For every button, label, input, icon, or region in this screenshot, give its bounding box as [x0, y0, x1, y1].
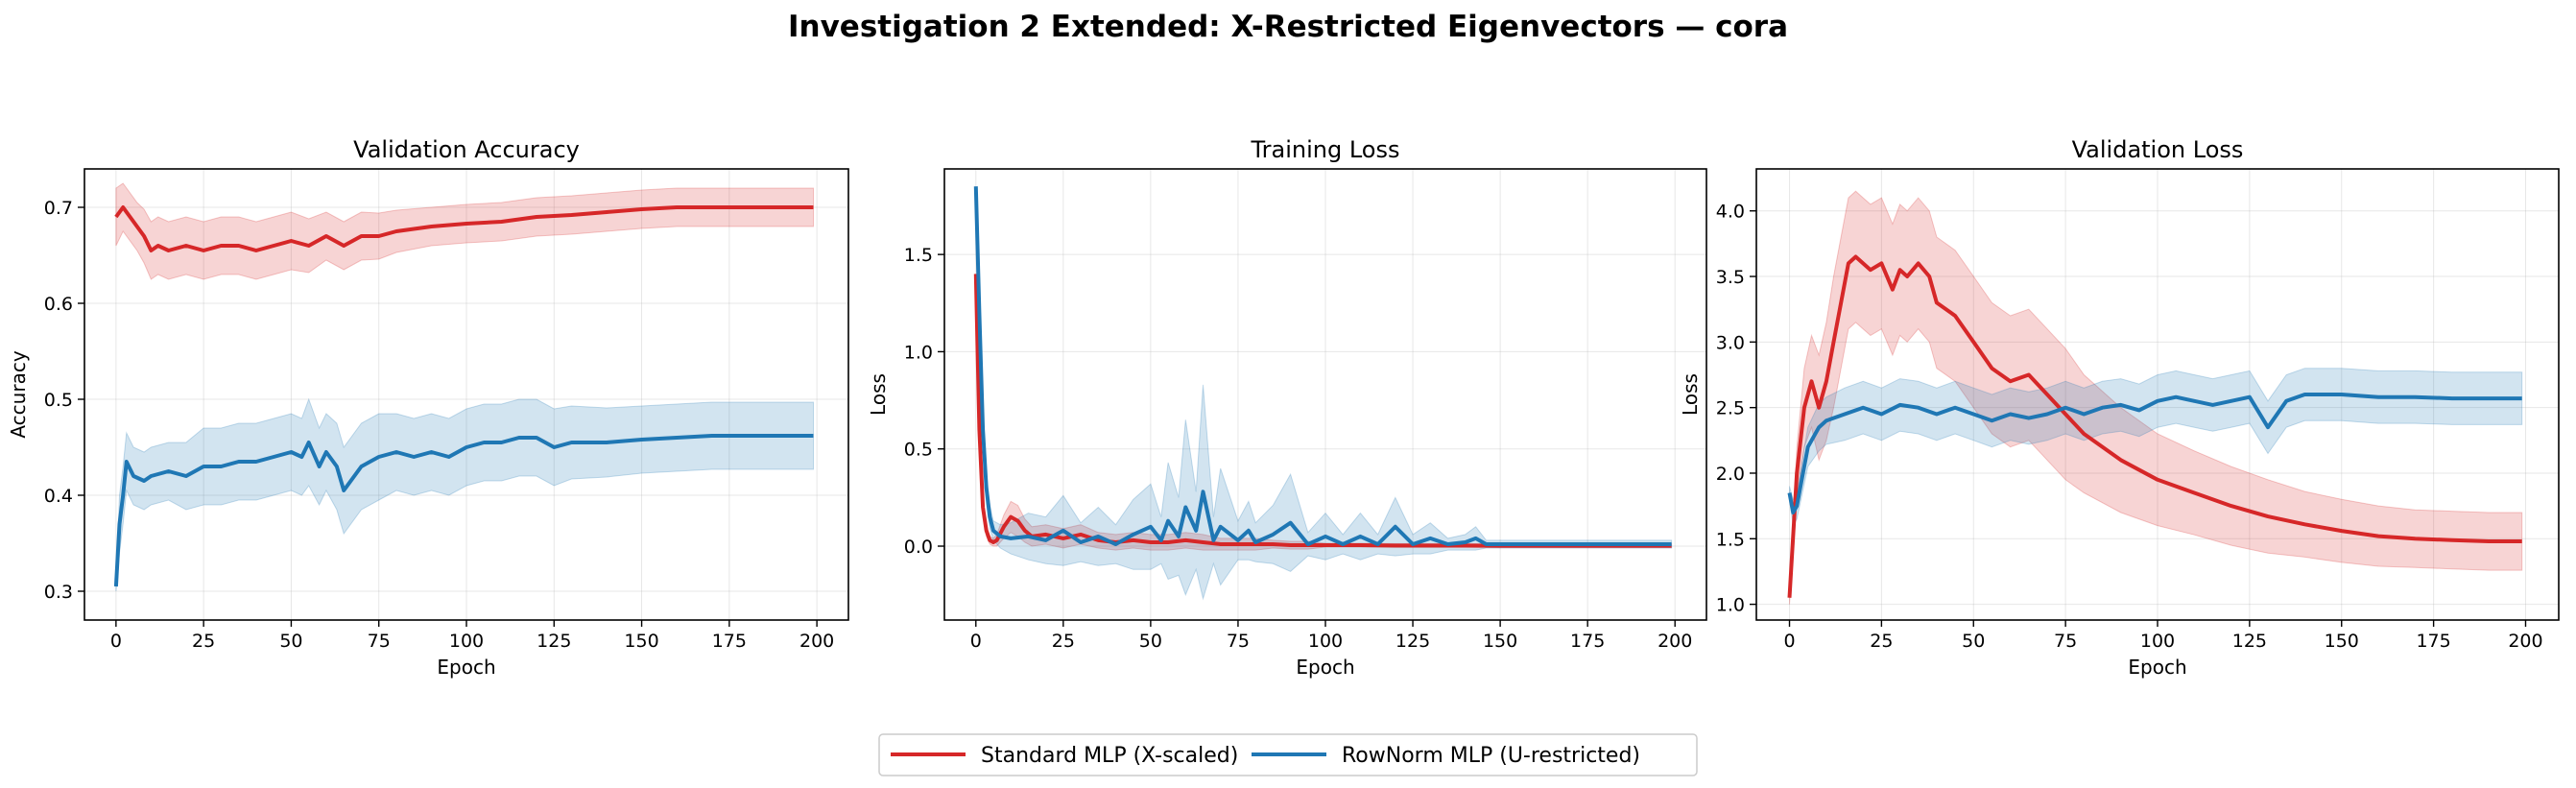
x-tick-label: 100 — [2140, 631, 2175, 652]
y-tick-label: 0.6 — [44, 294, 73, 315]
y-tick-label: 0.5 — [904, 440, 933, 461]
x-tick-label: 100 — [449, 631, 484, 652]
y-tick-label: 2.5 — [1716, 398, 1745, 419]
x-tick-label: 125 — [1395, 631, 1430, 652]
y-tick-label: 0.7 — [44, 198, 73, 219]
x-axis-label: Epoch — [2128, 656, 2186, 679]
y-tick-label: 3.5 — [1716, 267, 1745, 288]
x-tick-label: 125 — [2232, 631, 2267, 652]
x-tick-label: 50 — [1962, 631, 1985, 652]
x-tick-label: 150 — [1483, 631, 1517, 652]
y-tick-label: 4.0 — [1716, 202, 1745, 223]
y-tick-label: 3.0 — [1716, 332, 1745, 353]
legend: Standard MLP (X-scaled) RowNorm MLP (U-r… — [878, 733, 1698, 776]
y-axis-label: Loss — [1679, 373, 1702, 416]
y-axis-label: Loss — [867, 373, 890, 416]
chart-title: Training Loss — [1251, 136, 1400, 163]
x-axis-label: Epoch — [1296, 656, 1354, 679]
chart-panel-3: 0 25 50 75 100 125 150 175 200 1.0 1.5 2.0 2.5 3.0 3.5… — [1679, 136, 2560, 679]
x-tick-label: 25 — [1870, 631, 1893, 652]
y-tick-label: 0.0 — [904, 537, 933, 558]
legend-label-rownorm: RowNorm MLP (U-restricted) — [1342, 744, 1640, 768]
series-line-1 — [973, 274, 1672, 548]
x-tick-label: 125 — [537, 631, 571, 652]
series-line-1 — [1787, 254, 2522, 598]
x-tick-label: 50 — [279, 631, 302, 652]
y-tick-label: 1.5 — [904, 245, 933, 266]
x-tick-label: 75 — [2054, 631, 2077, 652]
y-tick-label: 0.3 — [44, 582, 73, 603]
x-tick-label: 200 — [799, 631, 834, 652]
y-tick-label: 1.0 — [904, 342, 933, 363]
series-band-2 — [1789, 368, 2523, 528]
chart-title: Validation Loss — [2072, 136, 2244, 163]
x-tick-label: 175 — [2416, 631, 2450, 652]
y-tick-label: 1.0 — [1716, 595, 1745, 616]
series-band-1 — [1789, 190, 2523, 605]
chart-panel-2: 0 25 50 75 100 125 150 175 200 0.0 0.5 1.0 1.5 Traini… — [867, 136, 1707, 679]
y-axis-label: Accuracy — [7, 350, 30, 438]
y-tick-label: 1.5 — [1716, 529, 1745, 550]
x-tick-label: 0 — [110, 631, 122, 652]
x-tick-label: 0 — [970, 631, 982, 652]
series-line-2 — [1787, 393, 2522, 514]
series-band-1 — [115, 182, 814, 280]
y-tick-label: 2.0 — [1716, 464, 1745, 485]
legend-label-standard: Standard MLP (X-scaled) — [981, 744, 1238, 768]
x-tick-label: 0 — [1783, 631, 1795, 652]
chart-panels: 0 25 50 75 100 125 150 175 200 0.3 0.4 0.5 0.6 0.7 Val… — [7, 136, 2560, 679]
x-tick-label: 50 — [1139, 631, 1162, 652]
x-tick-label: 75 — [368, 631, 391, 652]
figure-title: Investigation 2 Extended: X-Restricted E… — [788, 10, 1788, 44]
y-tick-label: 0.4 — [44, 486, 73, 507]
y-tick-label: 0.5 — [44, 390, 73, 411]
x-tick-label: 100 — [1308, 631, 1343, 652]
series-line-2 — [113, 434, 814, 587]
x-axis-label: Epoch — [437, 656, 495, 679]
x-tick-label: 75 — [1227, 631, 1250, 652]
x-tick-label: 150 — [2325, 631, 2359, 652]
series-line-1 — [114, 205, 814, 252]
x-tick-label: 200 — [1658, 631, 1692, 652]
x-tick-label: 25 — [192, 631, 215, 652]
series-band-2 — [115, 397, 814, 592]
x-tick-label: 200 — [2508, 631, 2542, 652]
chart-panel-1: 0 25 50 75 100 125 150 175 200 0.3 0.4 0.5 0.6 0.7 Val… — [7, 136, 849, 679]
x-tick-label: 175 — [1570, 631, 1605, 652]
series-line-2 — [973, 186, 1672, 546]
x-tick-label: 25 — [1052, 631, 1075, 652]
chart-title: Validation Accuracy — [353, 136, 580, 163]
x-tick-label: 175 — [712, 631, 747, 652]
x-tick-label: 150 — [624, 631, 658, 652]
